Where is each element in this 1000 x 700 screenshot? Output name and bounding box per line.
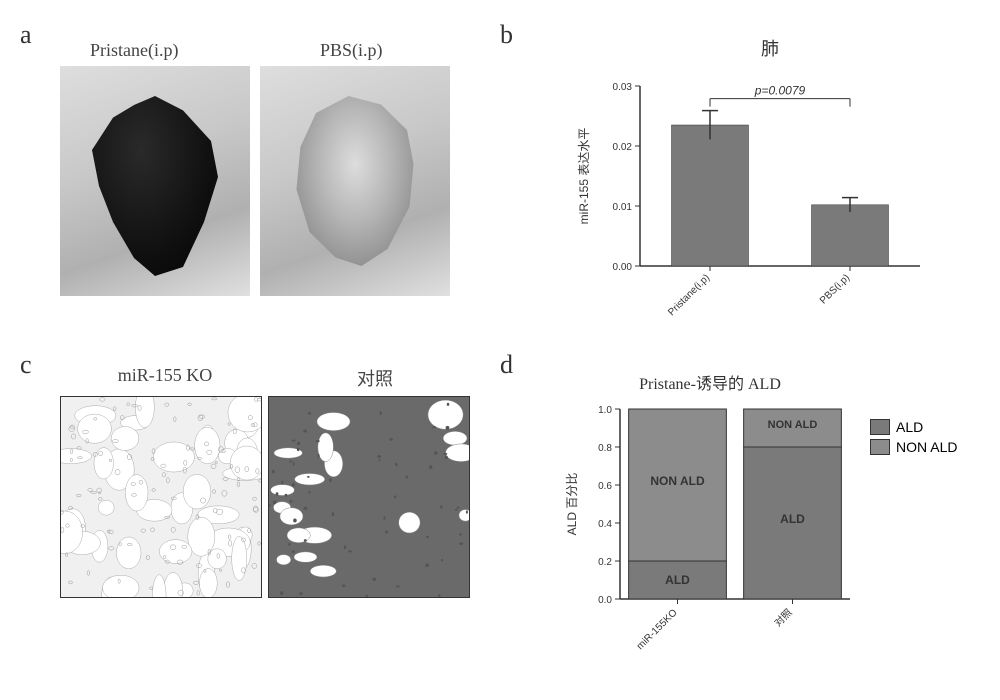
panel-c-label: c: [20, 350, 32, 380]
legend-swatch-ald: [870, 419, 890, 435]
svg-text:ALD: ALD: [780, 512, 805, 526]
legend-swatch-nonald: [870, 439, 890, 455]
panel-a-left-caption: Pristane(i.p): [90, 40, 270, 61]
svg-text:0.2: 0.2: [598, 557, 612, 568]
chart-b-svg: 0.00 0.01 0.02 0.03 miR-155 表达水平 Pristane(i.p…: [570, 66, 930, 356]
chart-d-svg: 0.0 0.2 0.4 0.6 0.8 1.0 ALD 百分比 miR-155KO 对照 NON …: [560, 399, 860, 669]
svg-text:NON ALD: NON ALD: [650, 474, 705, 488]
svg-text:NON ALD: NON ALD: [768, 419, 818, 431]
lung-image-pbs: [260, 66, 450, 296]
panel-a-images: [60, 66, 490, 296]
svg-text:0.6: 0.6: [598, 481, 612, 492]
panel-a: a Pristane(i.p) PBS(i.p): [20, 20, 500, 350]
chart-b: 肺 0.00 0.01 0.02 0.03 miR-155 表达水平 Pristane(i…: [570, 35, 970, 356]
svg-text:0.00: 0.00: [613, 262, 633, 273]
svg-text:1.0: 1.0: [598, 405, 612, 416]
svg-text:ALD 百分比: ALD 百分比: [565, 473, 579, 536]
svg-text:miR-155KO: miR-155KO: [635, 607, 680, 652]
svg-text:0.03: 0.03: [613, 82, 633, 93]
panel-d-label: d: [500, 350, 513, 380]
svg-text:Pristane(i.p): Pristane(i.p): [666, 272, 712, 318]
svg-text:0.4: 0.4: [598, 519, 612, 530]
histology-ctrl-pattern: [269, 397, 469, 597]
histology-ko: [60, 396, 262, 598]
panel-c-captions: miR-155 KO 对照: [60, 365, 490, 391]
panel-a-content: Pristane(i.p) PBS(i.p): [60, 40, 490, 296]
svg-text:miR-155 表达水平: miR-155 表达水平: [577, 128, 591, 225]
panel-a-captions: Pristane(i.p) PBS(i.p): [60, 40, 490, 61]
lung-image-pristane: [60, 66, 250, 296]
figure-grid: a Pristane(i.p) PBS(i.p) b 肺 0.000.010.0…: [20, 20, 980, 680]
legend-label-ald: ALD: [896, 419, 923, 435]
histology-ko-pattern: [61, 397, 261, 597]
svg-text:ALD: ALD: [665, 573, 690, 587]
panel-d: d Pristane-诱导的 ALD 0.0 0.2 0.4 0.6 0.8 1.0 ALD…: [500, 350, 980, 680]
svg-text:p=0.0079: p=0.0079: [754, 84, 806, 98]
svg-text:0.02: 0.02: [613, 142, 633, 153]
panel-b-label: b: [500, 20, 513, 50]
chart-d: Pristane-诱导的 ALD 0.0 0.2 0.4 0.6 0.8 1.0 ALD 百…: [560, 370, 970, 669]
chart-d-title: Pristane-诱导的 ALD: [560, 370, 860, 394]
chart-d-legend: ALD NON ALD: [870, 419, 957, 459]
chart-b-title: 肺: [570, 35, 970, 61]
legend-label-nonald: NON ALD: [896, 439, 957, 455]
panel-c: c miR-155 KO 对照: [20, 350, 500, 680]
legend-nonald: NON ALD: [870, 439, 957, 455]
svg-text:PBS(i.p): PBS(i.p): [818, 272, 852, 306]
panel-c-right-caption: 对照: [270, 365, 480, 391]
svg-text:0.01: 0.01: [613, 202, 633, 213]
panel-b: b 肺 0.00 0.01 0.02 0.03 miR-155 表达水平 Pristane…: [500, 20, 980, 350]
panel-a-right-caption: PBS(i.p): [320, 40, 383, 61]
panel-c-content: miR-155 KO 对照: [60, 365, 490, 598]
panel-c-images: [60, 396, 490, 598]
legend-ald: ALD: [870, 419, 957, 435]
panel-c-left-caption: miR-155 KO: [60, 365, 270, 391]
histology-control: [268, 396, 470, 598]
svg-text:0.8: 0.8: [598, 443, 612, 454]
svg-text:对照: 对照: [771, 606, 794, 629]
svg-text:0.0: 0.0: [598, 595, 612, 606]
panel-a-label: a: [20, 20, 32, 50]
